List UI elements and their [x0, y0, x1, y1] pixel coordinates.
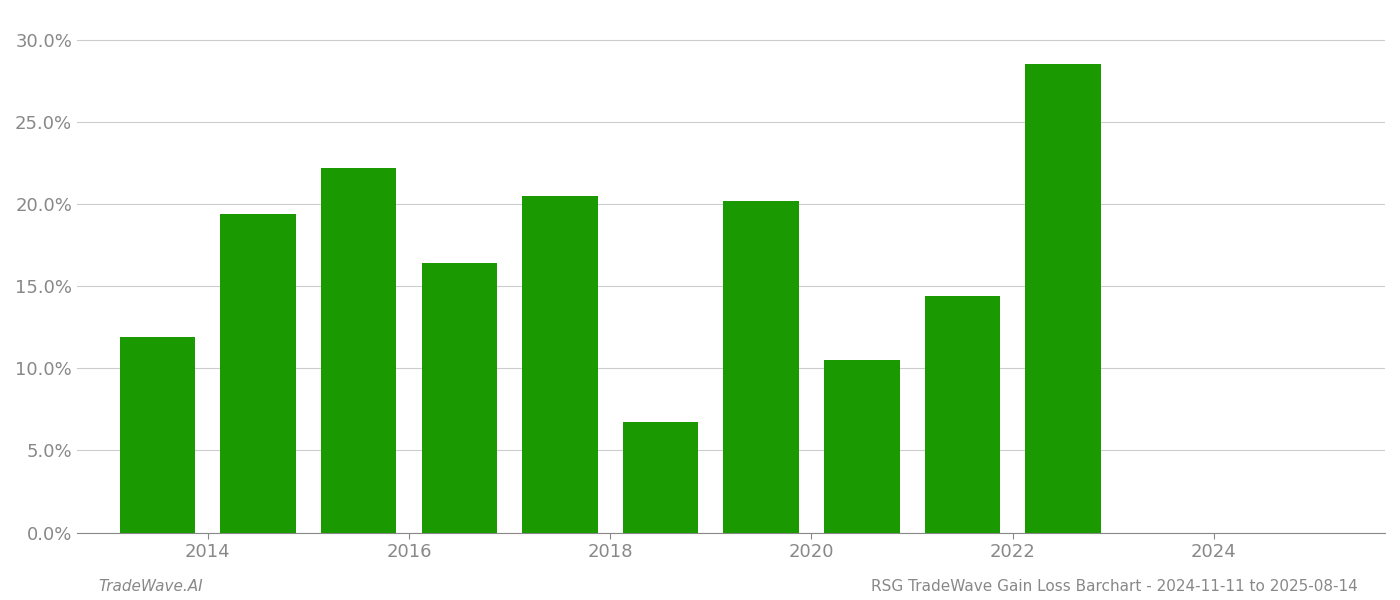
Bar	[321, 168, 396, 533]
Bar	[724, 200, 799, 533]
Bar	[120, 337, 195, 533]
Bar	[623, 422, 699, 533]
Bar	[421, 263, 497, 533]
Bar	[1025, 64, 1100, 533]
Bar	[825, 360, 900, 533]
Bar	[522, 196, 598, 533]
Bar	[924, 296, 1000, 533]
Text: TradeWave.AI: TradeWave.AI	[98, 579, 203, 594]
Text: RSG TradeWave Gain Loss Barchart - 2024-11-11 to 2025-08-14: RSG TradeWave Gain Loss Barchart - 2024-…	[871, 579, 1358, 594]
Bar	[220, 214, 295, 533]
